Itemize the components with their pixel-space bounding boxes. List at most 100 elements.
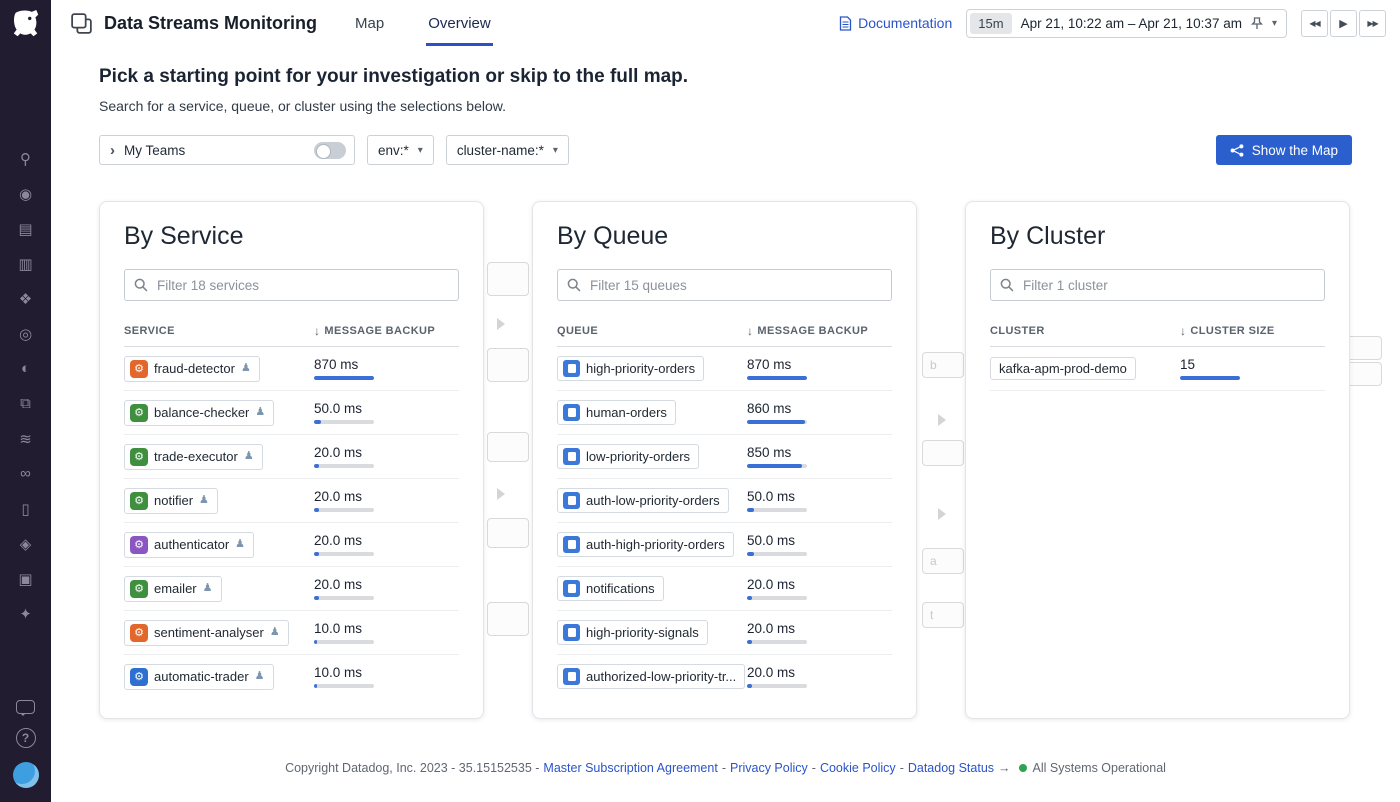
chevron-down-icon[interactable]: ▾ [1271,17,1277,29]
column-header-sorted[interactable]: ↓ MESSAGE BACKUP [747,324,869,338]
entity-name: automatic-trader [154,669,249,684]
app-sidebar: ⚲ ◉ ▤ ▥ ❖ ◎ ◐ ⧉ ≋ ∞ ▯ ◈ ▣ ✦ ? [0,0,51,802]
entity-tag[interactable]: ⚙ notifier ♟ [124,487,218,514]
help-icon[interactable]: ? [15,728,36,748]
integrations-icon[interactable]: ⧉ [20,395,31,412]
entity-tag[interactable]: ⚙ emailer ♟ [124,575,222,602]
column-header-sorted[interactable]: ↓ CLUSTER SIZE [1180,324,1275,338]
apm-icon[interactable]: ❖ [18,290,33,308]
entity-tag[interactable]: ⚙ fraud-detector ♟ [124,355,260,382]
search-icon[interactable]: ⚲ [20,150,31,168]
table-row[interactable]: ⚙ trade-executor ♟ 20.0 ms [124,435,459,479]
table-row[interactable]: human-orders 860 ms [557,391,892,435]
table-row[interactable]: high-priority-orders 870 ms [557,347,892,391]
cluster-filter-value: cluster-name:* [456,142,544,158]
table-row[interactable]: ⚙ authenticator ♟ 20.0 ms [124,523,459,567]
entity-tag[interactable]: auth-low-priority-orders [557,488,729,513]
nav-tabs: Map Overview [353,0,493,46]
tab-map[interactable]: Map [355,14,385,32]
entity-tag[interactable]: high-priority-signals [557,620,708,645]
metric-bar [314,684,374,688]
metric-value: 20.0 ms [747,665,796,680]
footer-link[interactable]: Cookie Policy [819,761,896,775]
footer-link[interactable]: Privacy Policy [729,761,808,775]
env-filter-dropdown[interactable]: env:* ▾ [367,135,434,165]
table-row[interactable]: low-priority-orders 850 ms [557,435,892,479]
time-range-selector[interactable]: 15m Apr 21, 10:22 am – Apr 21, 10:37 am … [966,8,1287,38]
events-icon[interactable]: ▤ [18,220,33,238]
synthetics-icon[interactable]: ◎ [18,325,33,343]
skip-forward-button[interactable]: ▶▶ [1359,9,1386,37]
column-header[interactable]: QUEUE [557,325,599,337]
datadog-logo[interactable] [11,9,41,39]
table-row[interactable]: ⚙ balance-checker ♟ 50.0 ms [124,391,459,435]
cluster-filter-dropdown[interactable]: cluster-name:* ▾ [445,135,569,165]
table-row[interactable]: kafka-apm-prod-demo 15 [990,347,1325,391]
pin-icon[interactable] [1250,16,1263,30]
table-row[interactable]: ⚙ notifier ♟ 20.0 ms [124,479,459,523]
entity-name: emailer [154,581,197,596]
table-row[interactable]: notifications 20.0 ms [557,567,892,611]
rum-icon[interactable]: ◐ [20,360,31,377]
my-teams-toggle[interactable] [314,141,346,159]
entity-tag[interactable]: ⚙ balance-checker ♟ [124,399,275,426]
entity-tag[interactable]: ⚙ sentiment-analyser ♟ [124,619,289,646]
log-pipelines-icon[interactable]: ≋ [19,430,32,448]
tab-overview[interactable]: Overview [426,0,493,46]
footer-link[interactable]: Master Subscription Agreement [543,761,718,775]
table-row[interactable]: ⚙ emailer ♟ 20.0 ms [124,567,459,611]
metrics-icon[interactable]: ▥ [18,255,33,273]
metric-cell: 20.0 ms [314,489,459,512]
documentation-link[interactable]: Documentation [839,15,952,31]
metric-cell: 20.0 ms [314,445,459,468]
my-teams-filter[interactable]: › My Teams [99,135,355,165]
play-button[interactable]: ▶ [1330,9,1357,37]
security-icon[interactable]: ▣ [18,570,33,588]
filter-input[interactable] [990,269,1325,301]
filter-input[interactable] [557,269,892,301]
user-avatar[interactable] [12,762,39,788]
filter-input[interactable] [124,269,459,301]
entity-tag[interactable]: human-orders [557,400,676,425]
organization-settings-icon[interactable]: ✦ [19,605,32,623]
table-row[interactable]: auth-high-priority-orders 50.0 ms [557,523,892,567]
metric-bar [747,508,807,512]
entity-tag[interactable]: authorized-low-priority-tr... [557,664,746,689]
entity-tag[interactable]: ⚙ automatic-trader ♟ [124,663,274,690]
metric-value: 20.0 ms [314,445,363,460]
time-duration-chip[interactable]: 15m [970,12,1012,34]
entity-tag[interactable]: ⚙ trade-executor ♟ [124,443,263,470]
entity-tag[interactable]: ⚙ authenticator ♟ [124,531,255,558]
table-row[interactable]: ⚙ automatic-trader ♟ 10.0 ms [124,655,459,698]
chevron-right-icon[interactable]: › [110,141,115,159]
table-row[interactable]: auth-low-priority-orders 50.0 ms [557,479,892,523]
service-connections-icon[interactable]: ∞ [20,465,31,482]
metric-bar-fill [314,552,319,556]
footer-link[interactable]: Datadog Status [907,761,995,775]
column-header[interactable]: CLUSTER [990,325,1045,337]
notebooks-icon[interactable]: ▯ [21,500,30,518]
apm-service-icon: ♟ [235,538,246,550]
show-the-map-button[interactable]: Show the Map [1215,135,1352,165]
entity-tag[interactable]: auth-high-priority-orders [557,532,734,557]
chat-icon[interactable] [16,700,35,716]
table-row[interactable]: ⚙ sentiment-analyser ♟ 10.0 ms [124,611,459,655]
entity-name: high-priority-orders [586,361,696,376]
watchdog-icon[interactable]: ◉ [18,185,33,203]
column-header-sorted[interactable]: ↓ MESSAGE BACKUP [314,324,436,338]
main-content: Pick a starting point for your investiga… [51,46,1400,719]
table-row[interactable]: ⚙ fraud-detector ♟ 870 ms [124,347,459,391]
entity-tag[interactable]: kafka-apm-prod-demo [990,357,1136,380]
table-body: high-priority-orders 870 ms human-orders 86… [557,347,892,698]
table-row[interactable]: high-priority-signals 20.0 ms [557,611,892,655]
workflows-icon[interactable]: ◈ [19,535,32,553]
entity-name: sentiment-analyser [154,625,264,640]
entity-tag[interactable]: high-priority-orders [557,356,705,381]
metric-value: 20.0 ms [314,489,363,504]
entity-name: notifier [154,493,194,508]
entity-tag[interactable]: low-priority-orders [557,444,700,469]
table-row[interactable]: authorized-low-priority-tr... 20.0 ms [557,655,892,698]
skip-back-button[interactable]: ◀◀ [1301,9,1328,37]
column-header[interactable]: SERVICE [124,325,175,337]
entity-tag[interactable]: notifications [557,576,664,601]
